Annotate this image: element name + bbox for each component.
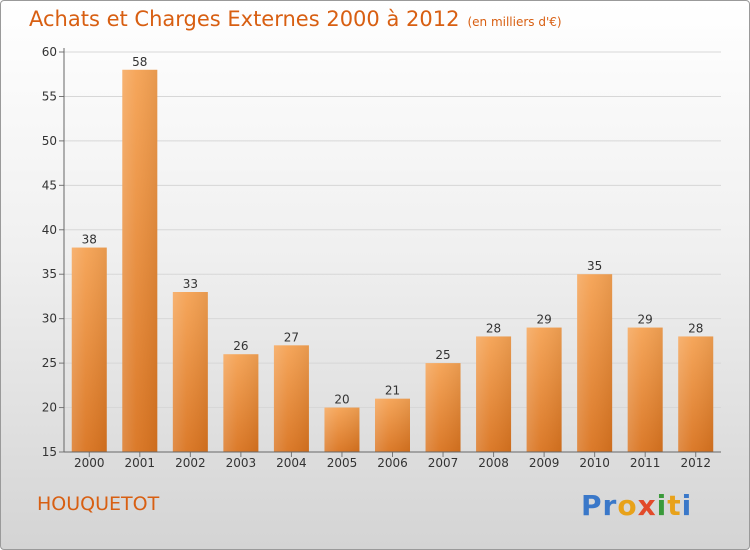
data-label: 29 bbox=[638, 313, 653, 327]
grid bbox=[64, 51, 721, 409]
chart-title: Achats et Charges Externes 2000 à 2012 (e… bbox=[29, 7, 562, 31]
logo-letter: o bbox=[617, 489, 638, 522]
bar-2001: 58 bbox=[122, 55, 158, 453]
data-label: 27 bbox=[284, 330, 299, 344]
bar-shine bbox=[324, 407, 360, 452]
chart-title-unit: (en milliers d'€) bbox=[467, 15, 562, 29]
logo-letter: x bbox=[637, 489, 657, 522]
y-tick-label: 25 bbox=[42, 356, 57, 370]
bar-2004: 27 bbox=[273, 330, 309, 452]
x-tick-label: 2006 bbox=[377, 456, 408, 470]
x-tick-label: 2001 bbox=[125, 456, 156, 470]
bar-shine bbox=[71, 247, 107, 452]
x-tick-label: 2002 bbox=[175, 456, 206, 470]
logo-letter: i bbox=[656, 489, 668, 522]
bar-2009: 29 bbox=[526, 313, 562, 452]
bar-2011: 29 bbox=[627, 313, 663, 452]
bar-shine bbox=[526, 327, 562, 452]
y-tick-label: 15 bbox=[42, 445, 57, 459]
data-label: 35 bbox=[587, 259, 602, 273]
logo-letter: r bbox=[602, 489, 618, 522]
bar-shine bbox=[375, 398, 410, 452]
x-tick-label: 2004 bbox=[276, 456, 307, 470]
x-tick-label: 2000 bbox=[74, 456, 105, 470]
y-tick-label: 40 bbox=[42, 223, 57, 237]
bar-shine bbox=[577, 274, 613, 452]
logo-letter: P bbox=[581, 489, 603, 522]
x-tick-label: 2003 bbox=[226, 456, 257, 470]
x-tick-label: 2010 bbox=[579, 456, 610, 470]
bar-2008: 28 bbox=[476, 321, 512, 452]
y-tick-label: 35 bbox=[42, 267, 57, 281]
data-label: 28 bbox=[486, 321, 501, 335]
proxiti-logo[interactable]: Proxiti bbox=[581, 489, 692, 522]
bar-2006: 21 bbox=[375, 384, 410, 452]
bar-2007: 25 bbox=[425, 348, 461, 452]
x-tick-label: 2011 bbox=[630, 456, 661, 470]
bar-2005: 20 bbox=[324, 393, 360, 452]
bar-2002: 33 bbox=[172, 277, 208, 452]
bar-shine bbox=[273, 345, 309, 452]
bar-shine bbox=[627, 327, 663, 452]
axes: 15 20 25 30 35 40 45 50 55 60 2000 2001 2002 2003 2004… bbox=[42, 45, 721, 470]
logo-letter: t bbox=[667, 489, 682, 522]
x-tick-label: 2007 bbox=[428, 456, 459, 470]
bar-shine bbox=[476, 336, 512, 452]
y-tick-label: 20 bbox=[42, 401, 57, 415]
data-label: 28 bbox=[688, 321, 703, 335]
bar-shine bbox=[425, 363, 461, 452]
data-label: 29 bbox=[536, 313, 551, 327]
x-tick-label: 2008 bbox=[478, 456, 509, 470]
y-tick-label: 30 bbox=[42, 312, 57, 326]
bar-2000: 38 bbox=[71, 233, 107, 452]
y-tick-label: 45 bbox=[42, 178, 57, 192]
bar-shine bbox=[223, 354, 259, 452]
data-label: 20 bbox=[334, 393, 349, 407]
bar-shine bbox=[122, 69, 158, 453]
data-label: 26 bbox=[233, 339, 248, 353]
logo-letter: i bbox=[681, 489, 693, 522]
chart-title-text: Achats et Charges Externes 2000 à 2012 bbox=[29, 7, 460, 31]
data-label: 33 bbox=[183, 277, 198, 291]
bars: 38 58 33 26 27 20 21 25 28 29 35 29 28 bbox=[71, 55, 714, 453]
bar-shine bbox=[678, 336, 714, 452]
x-tick-label: 2009 bbox=[529, 456, 560, 470]
commune-name: HOUQUETOT bbox=[37, 493, 160, 515]
data-label: 25 bbox=[435, 348, 450, 362]
data-label: 38 bbox=[82, 233, 97, 247]
data-label: 21 bbox=[385, 384, 400, 398]
bar-2012: 28 bbox=[678, 321, 714, 452]
x-tick-label: 2005 bbox=[327, 456, 358, 470]
y-tick-label: 60 bbox=[42, 45, 57, 59]
bar-2010: 35 bbox=[577, 259, 613, 452]
y-tick-label: 55 bbox=[42, 89, 57, 103]
y-tick-label: 50 bbox=[42, 134, 57, 148]
bar-shine bbox=[172, 292, 208, 452]
data-label: 58 bbox=[132, 55, 147, 69]
x-tick-label: 2012 bbox=[680, 456, 711, 470]
bar-2003: 26 bbox=[223, 339, 259, 452]
